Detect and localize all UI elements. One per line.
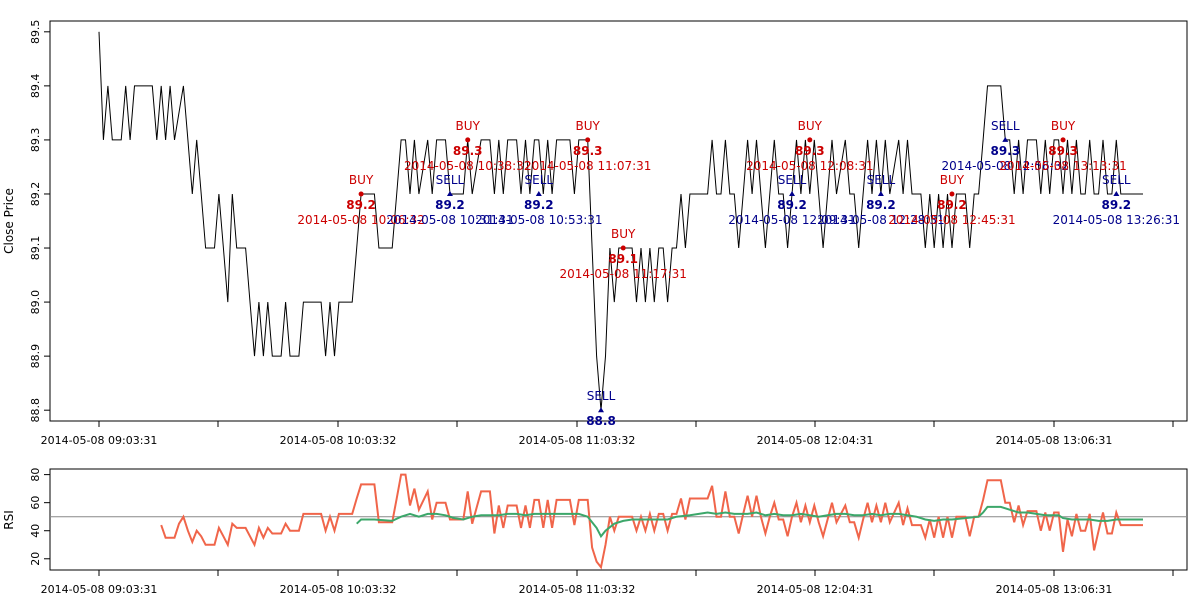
signal-time-label: 2014-05-08 12:56:32: [942, 159, 1069, 173]
rsi-panel: 20 40 60 80 2014-05-08 09:03:31 2014-05-08 1…: [2, 468, 1188, 596]
rsi-y-tick-label: 60: [29, 496, 42, 510]
signal-price-label: 89.2: [435, 198, 465, 212]
rsi-y-tick-label: 40: [29, 524, 42, 538]
signal-price-label: 89.2: [524, 198, 554, 212]
price-x-tick-label: 2014-05-08 10:03:32: [280, 434, 397, 447]
signal-price-label: 89.2: [777, 198, 807, 212]
rsi-y-tick-label: 80: [29, 468, 42, 482]
signal-time-label: 2014-05-08 10:31:31: [386, 213, 513, 227]
buy-marker: [949, 191, 955, 197]
rsi-signal-line: [356, 505, 1143, 539]
buy-label: BUY: [349, 173, 374, 187]
rsi-plot-frame: [49, 468, 1188, 571]
sell-marker: [1113, 190, 1120, 196]
price-y-tick-label: 89.5: [29, 20, 42, 45]
rsi-x-tick-label: 2014-05-08 13:06:31: [996, 583, 1113, 596]
signal-price-label: 89.2: [1102, 198, 1132, 212]
rsi-x-tick-label: 2014-05-08 10:03:32: [280, 583, 397, 596]
price-y-tick-label: 89.0: [29, 290, 42, 315]
buy-label: BUY: [611, 227, 636, 241]
signal-time-label: 2014-05-08 11:17:31: [559, 267, 686, 281]
signal-time-label: 2014-05-08 10:06:32: [297, 213, 424, 227]
signal-time-label: 2014-05-08 12:09:31: [728, 213, 855, 227]
buy-marker: [585, 137, 591, 143]
price-x-tick-label: 2014-05-08 11:03:32: [519, 434, 636, 447]
price-y-tick-label: 89.4: [29, 74, 42, 99]
sell-label: SELL: [991, 119, 1020, 133]
buy-marker: [358, 191, 364, 197]
signal-price-label: 89.2: [346, 198, 376, 212]
sell-marker: [535, 190, 542, 196]
signal-price-label: 89.3: [990, 144, 1020, 158]
rsi-y-axis-title: RSI: [2, 510, 16, 530]
signal-price-label: 89.3: [573, 144, 603, 158]
signal-price-label: 89.3: [453, 144, 483, 158]
signal-price-label: 89.2: [866, 198, 896, 212]
rsi-x-axis: 2014-05-08 09:03:31 2014-05-08 10:03:32 20…: [41, 570, 1174, 596]
signal-time-label: 2014-05-08 12:45:31: [888, 213, 1015, 227]
price-y-axis-title: Close Price: [2, 188, 16, 254]
price-x-tick-label: 2014-05-08 12:04:31: [757, 434, 874, 447]
signal-time-label: 2014-05-08 10:53:31: [475, 213, 602, 227]
rsi-y-axis: 20 40 60 80: [29, 468, 50, 566]
price-y-tick-label: 88.8: [29, 398, 42, 423]
signal-time-label: 2014-05-08 10:38:32: [404, 159, 531, 173]
sell-label: SELL: [778, 173, 807, 187]
price-y-tick-label: 89.1: [29, 236, 42, 261]
price-x-tick-label: 2014-05-08 09:03:31: [41, 434, 158, 447]
price-y-tick-label: 89.2: [29, 182, 42, 207]
buy-label: BUY: [1051, 119, 1076, 133]
buy-label: BUY: [456, 119, 481, 133]
buy-marker: [1060, 137, 1066, 143]
signal-time-label: 2014-05-08 12:28:31: [817, 213, 944, 227]
buy-marker: [465, 137, 471, 143]
buy-label: BUY: [576, 119, 601, 133]
price-series: [98, 31, 1143, 411]
rsi-line: [160, 473, 1143, 570]
sell-label: SELL: [587, 389, 616, 403]
sell-label: SELL: [436, 173, 465, 187]
price-series-line: [98, 31, 1143, 411]
rsi-x-tick-label: 2014-05-08 09:03:31: [41, 583, 158, 596]
price-plot-frame: [49, 20, 1188, 422]
rsi-series: [160, 473, 1143, 570]
signal-time-label: 2014-05-08 11:07:31: [524, 159, 651, 173]
sell-label: SELL: [525, 173, 554, 187]
sell-marker: [446, 190, 453, 196]
buy-label: BUY: [798, 119, 823, 133]
sell-marker: [789, 190, 796, 196]
sell-marker: [598, 407, 605, 413]
buy-label: BUY: [940, 173, 965, 187]
signal-price-label: 89.2: [937, 198, 967, 212]
buy-marker: [807, 137, 813, 143]
price-y-tick-label: 88.9: [29, 344, 42, 369]
rsi-x-tick-label: 2014-05-08 12:04:31: [757, 583, 874, 596]
sell-marker: [877, 190, 884, 196]
signal-time-label: 2014-05-08 13:26:31: [1053, 213, 1180, 227]
price-y-tick-label: 89.3: [29, 128, 42, 153]
sell-label: SELL: [1102, 173, 1131, 187]
price-x-tick-label: 2014-05-08 13:06:31: [996, 434, 1113, 447]
signal-price-label: 89.3: [1048, 144, 1078, 158]
signal-price-label: 89.1: [608, 252, 638, 266]
signal-price-label: 89.3: [795, 144, 825, 158]
price-panel: 88.8 88.9 89.0 89.1 89.2 89.3 89.4 89.5 2014-05…: [2, 20, 1188, 447]
rsi-x-tick-label: 2014-05-08 11:03:32: [519, 583, 636, 596]
sell-marker: [1002, 136, 1009, 142]
signal-price-label: 88.8: [586, 414, 616, 428]
price-x-axis: 2014-05-08 09:03:31 2014-05-08 10:03:32 20…: [41, 421, 1174, 447]
buy-marker: [620, 245, 626, 251]
rsi-y-tick-label: 20: [29, 552, 42, 566]
sell-label: SELL: [867, 173, 896, 187]
signal-time-label: 2014-05-08 13:13:31: [999, 159, 1126, 173]
signal-time-label: 2014-05-08 12:08:31: [746, 159, 873, 173]
price-y-axis: 88.8 88.9 89.0 89.1 89.2 89.3 89.4 89.5: [29, 20, 50, 423]
